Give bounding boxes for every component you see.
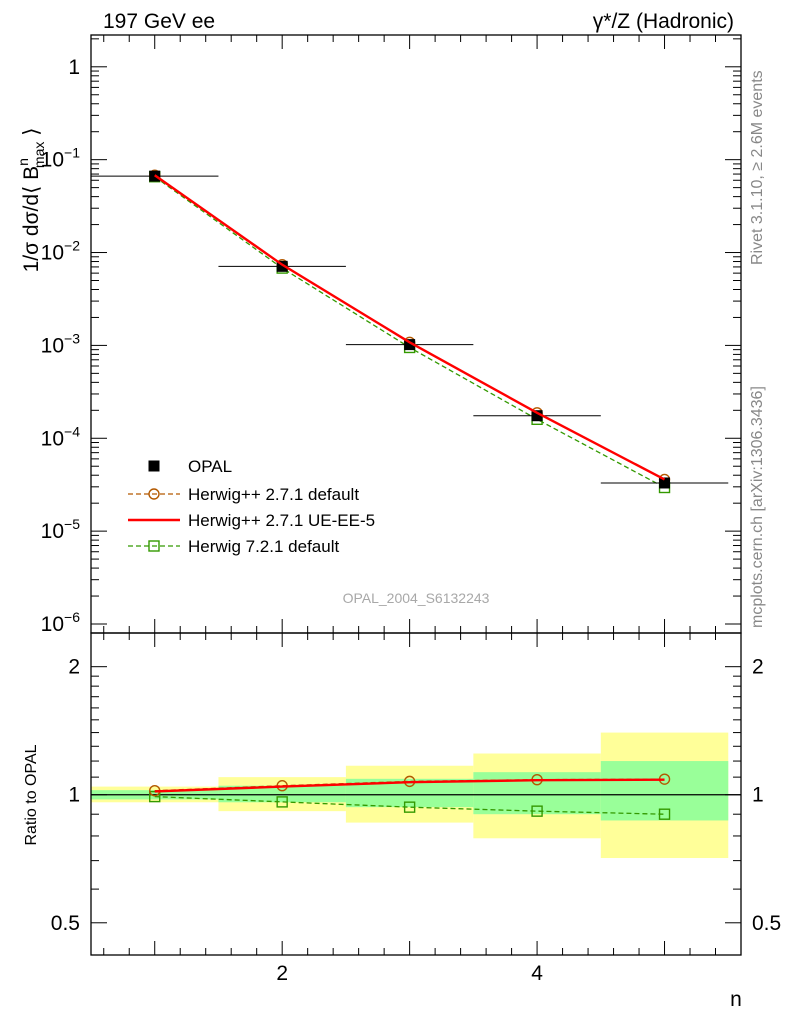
herwig-7-2-1-default-marker: [658, 808, 671, 820]
legend-herwig-2-7-1-default-label: Herwig++ 2.7.1 default: [188, 485, 359, 504]
opal-point: [531, 410, 543, 422]
rivet-version-label: Rivet 3.1.10, ≥ 2.6M events: [749, 70, 766, 265]
herwig-7-2-1-default-line: [154, 176, 665, 489]
herwig-7-2-1-default-marker: [531, 805, 543, 817]
ratio-stat-band: [218, 785, 346, 803]
ratio-panel-axis: 0.5 0.5 1 1 2 2 2 4: [51, 633, 781, 985]
ratio-panel-series: [149, 773, 671, 820]
ratio-y-tick-label-right: 1: [752, 784, 764, 807]
ratio-panel-frame: [90, 632, 742, 956]
herwig-7-2-1-default-marker: [403, 801, 416, 813]
ratio-panel-bands: [91, 732, 741, 859]
main-y-tick-label: 10−2: [41, 238, 81, 265]
svg-text:1/σ dσ/d⟨ Bnmax ⟩: 1/σ dσ/d⟨ Bnmax ⟩: [15, 128, 47, 273]
main-y-tick-label: 10−1: [41, 145, 81, 172]
main-panel-series: [91, 169, 729, 494]
x-tick-label: 2: [276, 962, 288, 985]
ratio-y-axis-title: Ratio to OPAL: [23, 744, 40, 845]
opal-point: [276, 260, 288, 272]
legend-herwig-7-2-1-default-label: Herwig 7.2.1 default: [188, 537, 339, 556]
legend-opal-marker: [148, 460, 160, 472]
main-y-tick-label: 10−3: [41, 330, 81, 357]
opal-point: [659, 477, 671, 489]
ratio-stat-band: [600, 761, 729, 821]
herwig-7-2-1-default-marker: [149, 790, 161, 803]
watermark-label: OPAL_2004_S6132243: [343, 590, 490, 606]
legend-herwig-2-7-1-default-marker: [148, 488, 160, 500]
ratio-stat-band: [473, 772, 601, 815]
herwig-2-7-1-default-line: [154, 174, 665, 481]
herwig-2-7-1-ue-ee-5-line: [154, 174, 666, 481]
ratio-y-tick-label-left: 2: [68, 656, 80, 679]
main-panel-axis: 1 10−1 10−2 10−3 10−4 10−5 10−6: [41, 35, 742, 636]
legend-herwig-2-7-1-ue-ee-5-label: Herwig++ 2.7.1 UE-EE-5: [188, 511, 375, 530]
main-y-tick-label: 1: [68, 56, 80, 79]
mcplots-label: mcplots.cern.ch [arXiv:1306.3436]: [749, 386, 766, 628]
herwig-7-2-1-default-marker: [276, 796, 288, 808]
header-left-label: 197 GeV ee: [103, 10, 215, 33]
main-y-tick-label: 10−6: [41, 609, 81, 636]
ratio-y-tick-label-left: 1: [68, 784, 80, 807]
x-tick-label: 4: [531, 962, 543, 985]
opal-point: [404, 339, 416, 351]
legend-herwig-7-2-1-default-marker: [148, 540, 160, 552]
main-y-tick-label: 10−4: [41, 423, 81, 450]
ratio-y-tick-label-right: 0.5: [752, 912, 781, 935]
herwig-7-2-1-default-line: [154, 795, 665, 815]
header-right-label: γ*/Z (Hadronic): [593, 10, 734, 33]
ratio-y-tick-label-right: 2: [752, 656, 764, 679]
x-axis-title: n: [730, 988, 742, 1011]
main-y-axis-title: 1/σ dσ/d⟨ Bnmax ⟩: [15, 128, 47, 273]
legend-opal-label: OPAL: [188, 457, 232, 476]
main-y-tick-label: 10−5: [41, 516, 81, 543]
legend: OPAL Herwig++ 2.7.1 default Herwig++ 2.7.1…: [128, 457, 375, 556]
herwig-2-7-1-ue-ee-5-line: [154, 778, 665, 793]
ratio-y-tick-label-left: 0.5: [51, 912, 80, 935]
